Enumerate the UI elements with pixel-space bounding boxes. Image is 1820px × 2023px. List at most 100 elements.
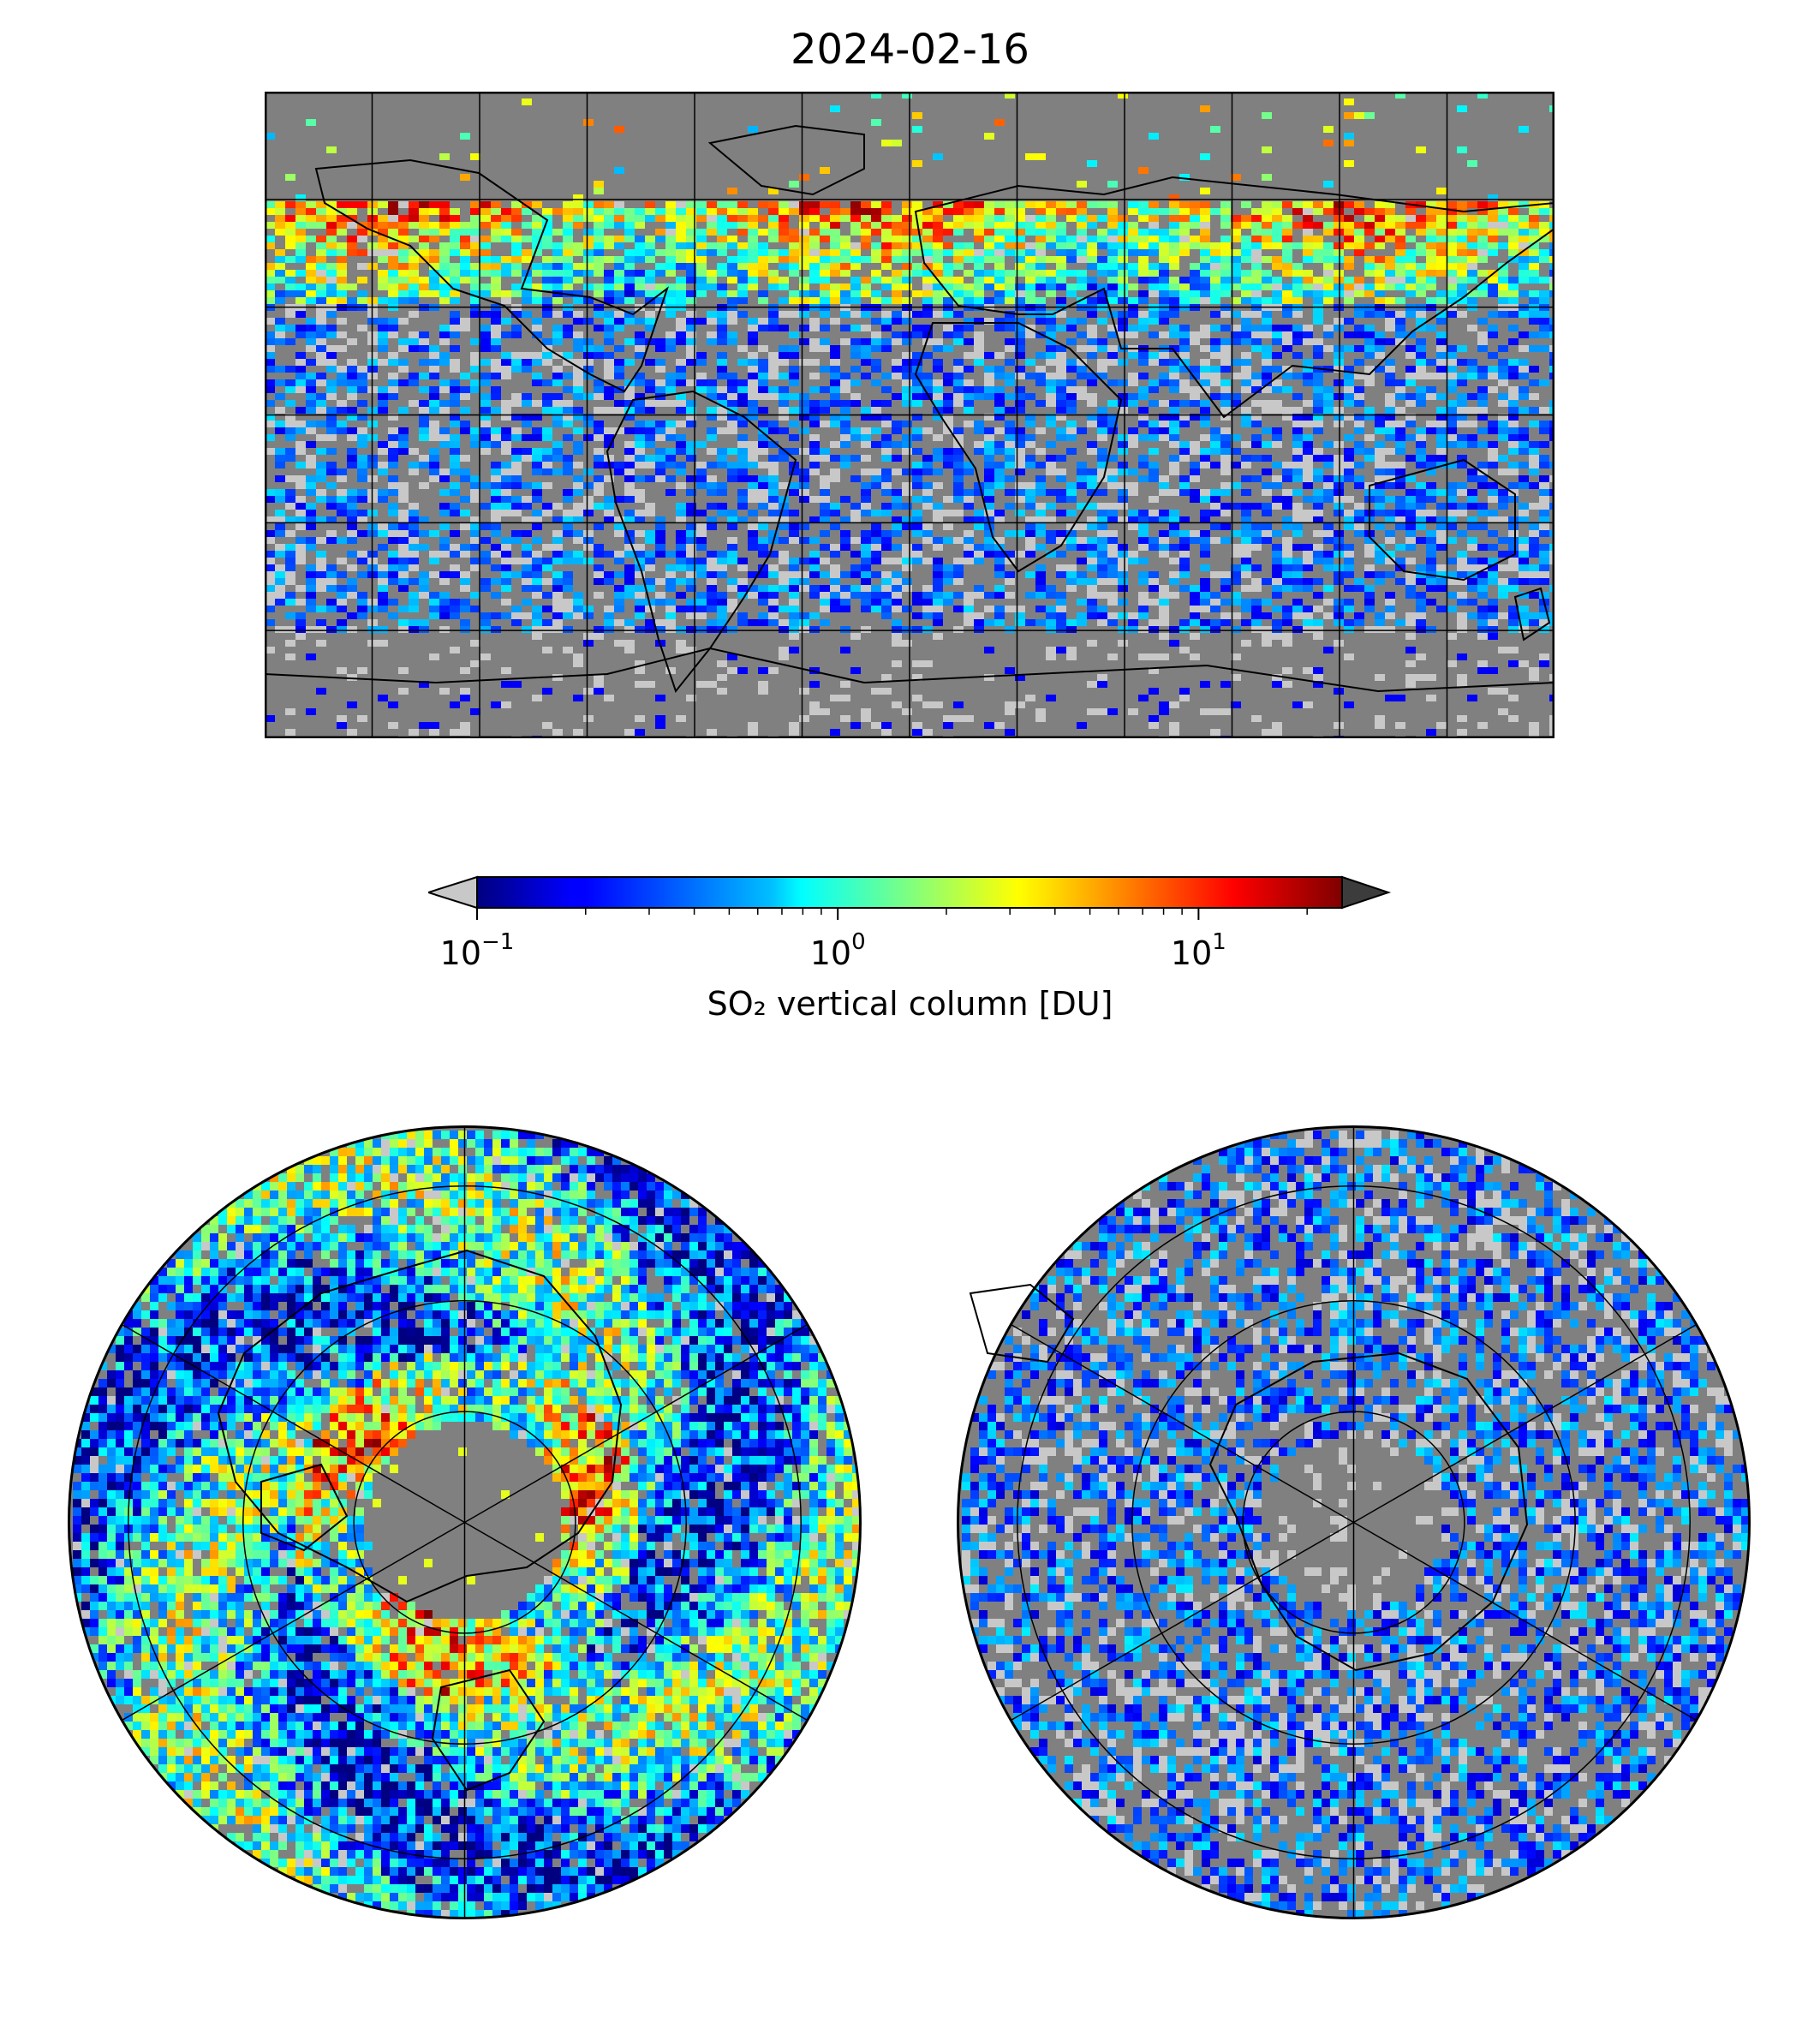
data-cell — [450, 551, 460, 558]
data-cell — [1477, 400, 1488, 407]
data-cell — [1169, 386, 1179, 393]
data-cell — [1241, 290, 1251, 297]
data-cell — [758, 393, 768, 400]
data-cell — [347, 201, 357, 208]
data-cell — [1149, 263, 1159, 270]
data-cell — [285, 414, 295, 421]
data-cell — [1220, 468, 1231, 475]
data-cell — [779, 386, 789, 393]
data-cell — [1354, 386, 1364, 393]
data-cell — [501, 208, 511, 215]
data-cell — [717, 318, 727, 325]
data-cell — [1375, 222, 1385, 229]
data-cell — [398, 544, 409, 551]
data-cell — [850, 338, 861, 345]
data-cell — [779, 263, 789, 270]
data-cell — [1323, 331, 1334, 338]
data-cell — [984, 427, 994, 434]
data-cell — [1457, 146, 1467, 153]
data-cell — [1447, 208, 1457, 215]
data-cell — [1231, 256, 1241, 263]
data-cell — [563, 208, 573, 215]
data-cell — [265, 297, 275, 304]
data-cell — [809, 564, 820, 571]
data-cell — [676, 400, 686, 407]
data-cell — [758, 407, 768, 414]
data-cell — [532, 270, 542, 277]
data-cell — [1210, 242, 1220, 249]
data-cell — [1220, 510, 1231, 516]
data-cell — [902, 229, 912, 236]
data-cell — [850, 366, 861, 373]
data-cell — [409, 564, 419, 571]
data-cell — [532, 462, 542, 468]
data-cell — [635, 407, 645, 414]
data-cell — [799, 290, 809, 297]
data-cell — [1035, 592, 1046, 599]
data-cell — [1200, 530, 1210, 537]
data-cell — [912, 510, 922, 516]
data-cell — [388, 297, 398, 304]
data-cell — [809, 558, 820, 564]
data-cell — [881, 283, 892, 290]
data-cell — [737, 434, 748, 441]
data-cell — [1467, 558, 1477, 564]
data-cell — [1436, 222, 1447, 229]
data-cell — [1488, 229, 1498, 236]
data-cell — [1488, 427, 1498, 434]
data-cell — [1169, 236, 1179, 242]
data-cell — [501, 297, 511, 304]
data-cell — [820, 201, 830, 208]
data-cell — [1066, 564, 1077, 571]
data-cell — [696, 523, 707, 530]
data-cell — [676, 373, 686, 379]
data-cell — [563, 571, 573, 578]
data-cell — [1149, 270, 1159, 277]
data-cell — [1488, 201, 1498, 208]
data-cell — [1220, 311, 1231, 318]
data-cell — [964, 468, 974, 475]
data-cell — [922, 468, 933, 475]
data-cell — [1128, 249, 1138, 256]
data-cell — [717, 510, 727, 516]
data-cell — [1344, 290, 1354, 297]
data-cell — [265, 352, 275, 359]
data-cell — [1549, 325, 1554, 331]
data-cell — [1272, 290, 1282, 297]
data-cell — [933, 592, 943, 599]
data-cell — [604, 503, 614, 510]
data-cell — [604, 578, 614, 585]
data-cell — [1303, 475, 1313, 482]
data-cell — [1118, 434, 1128, 441]
data-cell — [758, 297, 768, 304]
data-cell — [398, 201, 409, 208]
data-cell — [1066, 571, 1077, 578]
data-cell — [1241, 455, 1251, 462]
data-cell — [491, 592, 501, 599]
data-cell — [285, 222, 295, 229]
data-cell — [604, 496, 614, 503]
data-cell — [645, 283, 655, 290]
data-cell — [1395, 434, 1405, 441]
data-cell — [1426, 325, 1436, 331]
data-cell — [737, 400, 748, 407]
data-cell — [645, 564, 655, 571]
data-cell — [850, 564, 861, 571]
data-cell — [1364, 448, 1375, 455]
data-cell — [1087, 297, 1097, 304]
data-cell — [501, 290, 511, 297]
data-cell — [450, 229, 460, 236]
data-cell — [337, 283, 347, 290]
data-cell — [573, 599, 583, 606]
data-cell — [398, 571, 409, 578]
data-cell — [994, 249, 1005, 256]
data-cell — [1149, 537, 1159, 544]
data-cell — [1251, 290, 1262, 297]
data-cell — [881, 325, 892, 331]
data-cell — [1210, 366, 1220, 373]
data-cell — [1488, 331, 1498, 338]
data-cell — [1005, 475, 1015, 482]
data-cell — [1200, 236, 1210, 242]
data-cell — [912, 160, 922, 167]
data-cell — [830, 578, 840, 585]
